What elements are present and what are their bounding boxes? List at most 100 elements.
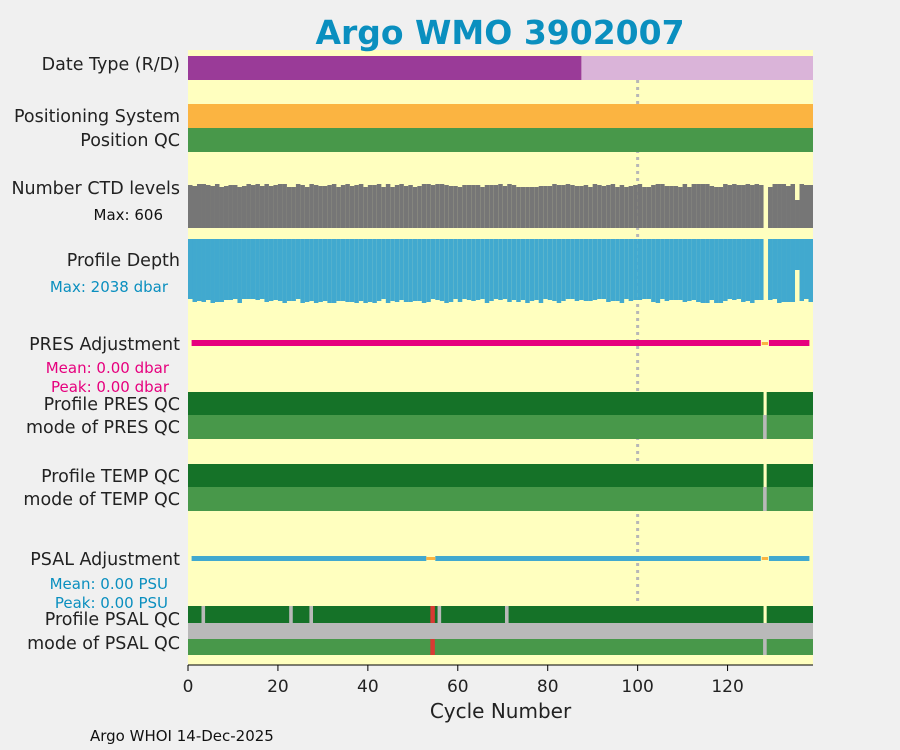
ctd-levels-column <box>282 184 287 228</box>
profile-depth-column <box>516 239 521 302</box>
ctd-levels-column <box>691 184 697 228</box>
profile-depth-column <box>237 239 242 303</box>
ctd-levels-column <box>444 185 449 228</box>
ctd-levels-column <box>196 184 202 228</box>
profile-temp-qc-bar <box>766 464 813 487</box>
profile-depth-column <box>327 239 332 303</box>
ctd-levels-column <box>376 184 382 228</box>
ctd-levels-column <box>615 187 620 228</box>
row-label-profile-pres-qc: Profile PRES QC <box>44 395 180 415</box>
profile-depth-column <box>768 239 773 300</box>
profile-depth-column <box>390 239 395 301</box>
profile-depth-column <box>556 239 562 303</box>
profile-depth-column <box>295 239 301 299</box>
footer-credit: Argo WHOI 14-Dec-2025 <box>90 727 274 745</box>
ctd-levels-column <box>592 184 598 228</box>
profile-depth-column <box>385 239 391 303</box>
profile-depth-column <box>282 239 287 303</box>
x-tick-label: 20 <box>267 677 289 697</box>
ctd-levels-column <box>741 185 746 228</box>
ctd-levels-column <box>534 187 539 228</box>
ctd-levels-column <box>336 187 341 228</box>
profile-depth-column <box>624 239 629 299</box>
ctd-levels-column <box>538 186 544 228</box>
profile-depth-column <box>538 239 544 303</box>
x-tick-label: 60 <box>447 677 469 697</box>
profile-depth-column <box>561 239 566 301</box>
ctd-levels-column <box>408 185 413 228</box>
ctd-levels-column <box>205 185 211 228</box>
profile-depth-column <box>723 239 728 301</box>
profile-depth-column <box>574 239 580 301</box>
profile-depth-column <box>727 239 733 299</box>
ctd-levels-column <box>660 184 665 228</box>
ctd-levels-column <box>552 184 557 228</box>
ctd-levels-column <box>471 185 476 228</box>
profile-depth-column <box>795 239 800 270</box>
profile-depth-column <box>777 239 782 303</box>
ctd-levels-column <box>597 185 602 228</box>
ctd-levels-column <box>188 185 193 228</box>
profile-depth-column <box>273 239 278 300</box>
ctd-levels-column <box>390 187 395 228</box>
profile-depth-column <box>205 239 211 300</box>
profile-depth-column <box>637 239 643 300</box>
ctd-levels-column <box>565 184 571 228</box>
ctd-levels-column <box>223 186 229 228</box>
profile-depth-column <box>579 239 584 300</box>
profile-depth-column <box>304 239 310 302</box>
profile-depth-column <box>417 239 422 301</box>
ctd-levels-column <box>588 187 593 228</box>
ctd-levels-column <box>736 185 742 228</box>
profile-temp-qc-bar <box>188 464 764 487</box>
ctd-levels-column <box>322 186 328 228</box>
row-label-profile-depth: Profile Depth <box>67 251 180 271</box>
profile-depth-column <box>457 239 463 302</box>
plot-background <box>188 50 813 665</box>
profile-pres-qc-bar <box>188 392 764 415</box>
profile-depth-column <box>633 239 638 300</box>
profile-depth-column <box>525 239 530 303</box>
x-tick-label: 120 <box>711 677 743 697</box>
ctd-levels-column <box>772 184 778 228</box>
ctd-levels-column <box>241 186 247 228</box>
profile-depth-column <box>651 239 656 302</box>
ctd-levels-column <box>291 187 296 228</box>
ctd-levels-column <box>435 184 440 228</box>
profile-depth-column <box>565 239 571 299</box>
profile-depth-column <box>529 239 535 301</box>
profile-depth-column <box>475 239 481 300</box>
profile-psal-qc-gap <box>437 606 442 623</box>
ctd-levels-column <box>412 187 418 228</box>
ctd-levels-column <box>484 185 490 228</box>
ctd-levels-column <box>237 187 242 228</box>
profile-psal-qc-bar <box>188 606 813 623</box>
ctd-levels-column <box>417 186 422 228</box>
ctd-levels-column <box>799 184 805 228</box>
profile-depth-column <box>430 239 436 299</box>
ctd-levels-column <box>313 185 319 228</box>
profile-depth-column <box>489 239 494 301</box>
ctd-levels-column <box>210 186 215 228</box>
profile-depth-column <box>642 239 647 299</box>
ctd-levels-column <box>732 184 737 228</box>
psal-adjustment-line <box>435 556 761 561</box>
ctd-levels-column <box>795 200 800 228</box>
ctd-levels-column <box>277 184 283 228</box>
psal-adjustment-gap-marker <box>761 557 769 560</box>
mode-temp-qc-bar <box>188 487 813 511</box>
profile-depth-column <box>201 239 206 302</box>
ctd-levels-column <box>579 186 584 228</box>
profile-depth-column <box>745 239 751 301</box>
ctd-levels-column <box>309 184 314 228</box>
ctd-levels-column <box>273 185 278 228</box>
ctd-levels-column <box>318 186 323 228</box>
profile-depth-column <box>588 239 593 301</box>
ctd-levels-column <box>768 187 773 228</box>
ctd-levels-column <box>250 185 256 228</box>
ctd-levels-column <box>610 184 616 228</box>
ctd-levels-column <box>745 184 751 228</box>
profile-depth-column <box>232 239 238 299</box>
profile-psal-qc-mixed-band <box>188 623 813 639</box>
profile-depth-column <box>210 239 215 303</box>
